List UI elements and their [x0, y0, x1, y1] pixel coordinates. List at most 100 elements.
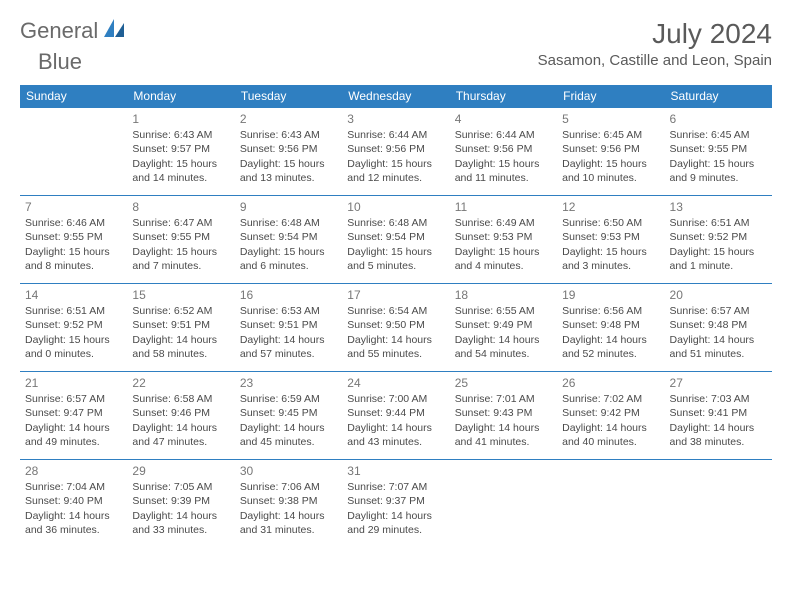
day-number: 12 [562, 199, 659, 215]
sunset-line: Sunset: 9:45 PM [240, 406, 337, 420]
calendar-cell: 26Sunrise: 7:02 AMSunset: 9:42 PMDayligh… [557, 372, 664, 460]
calendar-row: 14Sunrise: 6:51 AMSunset: 9:52 PMDayligh… [20, 284, 772, 372]
calendar-cell [20, 108, 127, 196]
sunrise-line: Sunrise: 6:51 AM [670, 216, 767, 230]
day-number: 11 [455, 199, 552, 215]
daylight-line: Daylight: 14 hours and 54 minutes. [455, 333, 552, 361]
daylight-line: Daylight: 15 hours and 13 minutes. [240, 157, 337, 185]
weekday-header: Sunday [20, 85, 127, 108]
sunrise-line: Sunrise: 6:59 AM [240, 392, 337, 406]
brand-word2: Blue [38, 49, 82, 75]
sunrise-line: Sunrise: 6:58 AM [132, 392, 229, 406]
calendar-cell: 11Sunrise: 6:49 AMSunset: 9:53 PMDayligh… [450, 196, 557, 284]
sunrise-line: Sunrise: 6:47 AM [132, 216, 229, 230]
calendar-cell: 13Sunrise: 6:51 AMSunset: 9:52 PMDayligh… [665, 196, 772, 284]
day-number: 28 [25, 463, 122, 479]
sunset-line: Sunset: 9:53 PM [562, 230, 659, 244]
daylight-line: Daylight: 14 hours and 45 minutes. [240, 421, 337, 449]
day-number: 24 [347, 375, 444, 391]
daylight-line: Daylight: 15 hours and 11 minutes. [455, 157, 552, 185]
calendar-table: SundayMondayTuesdayWednesdayThursdayFrid… [20, 85, 772, 548]
sunrise-line: Sunrise: 6:50 AM [562, 216, 659, 230]
calendar-cell: 30Sunrise: 7:06 AMSunset: 9:38 PMDayligh… [235, 460, 342, 548]
calendar-row: 28Sunrise: 7:04 AMSunset: 9:40 PMDayligh… [20, 460, 772, 548]
day-number: 29 [132, 463, 229, 479]
calendar-cell: 29Sunrise: 7:05 AMSunset: 9:39 PMDayligh… [127, 460, 234, 548]
sunset-line: Sunset: 9:52 PM [670, 230, 767, 244]
title-block: July 2024 Sasamon, Castille and Leon, Sp… [538, 18, 772, 69]
sunrise-line: Sunrise: 7:02 AM [562, 392, 659, 406]
calendar-cell [450, 460, 557, 548]
calendar-cell: 1Sunrise: 6:43 AMSunset: 9:57 PMDaylight… [127, 108, 234, 196]
daylight-line: Daylight: 15 hours and 6 minutes. [240, 245, 337, 273]
weekday-header: Tuesday [235, 85, 342, 108]
month-title: July 2024 [538, 18, 772, 50]
sunset-line: Sunset: 9:54 PM [347, 230, 444, 244]
sunset-line: Sunset: 9:47 PM [25, 406, 122, 420]
day-number: 25 [455, 375, 552, 391]
weekday-header: Wednesday [342, 85, 449, 108]
weekday-header: Friday [557, 85, 664, 108]
calendar-cell: 25Sunrise: 7:01 AMSunset: 9:43 PMDayligh… [450, 372, 557, 460]
sunrise-line: Sunrise: 7:07 AM [347, 480, 444, 494]
day-number: 23 [240, 375, 337, 391]
daylight-line: Daylight: 14 hours and 29 minutes. [347, 509, 444, 537]
sunset-line: Sunset: 9:55 PM [25, 230, 122, 244]
calendar-cell: 15Sunrise: 6:52 AMSunset: 9:51 PMDayligh… [127, 284, 234, 372]
sunset-line: Sunset: 9:38 PM [240, 494, 337, 508]
calendar-cell: 23Sunrise: 6:59 AMSunset: 9:45 PMDayligh… [235, 372, 342, 460]
calendar-cell: 31Sunrise: 7:07 AMSunset: 9:37 PMDayligh… [342, 460, 449, 548]
daylight-line: Daylight: 14 hours and 51 minutes. [670, 333, 767, 361]
daylight-line: Daylight: 14 hours and 38 minutes. [670, 421, 767, 449]
sunset-line: Sunset: 9:42 PM [562, 406, 659, 420]
brand-logo: General [20, 18, 128, 44]
sunset-line: Sunset: 9:56 PM [240, 142, 337, 156]
calendar-cell: 5Sunrise: 6:45 AMSunset: 9:56 PMDaylight… [557, 108, 664, 196]
day-number: 5 [562, 111, 659, 127]
day-number: 16 [240, 287, 337, 303]
calendar-cell: 21Sunrise: 6:57 AMSunset: 9:47 PMDayligh… [20, 372, 127, 460]
calendar-cell: 22Sunrise: 6:58 AMSunset: 9:46 PMDayligh… [127, 372, 234, 460]
calendar-row: 7Sunrise: 6:46 AMSunset: 9:55 PMDaylight… [20, 196, 772, 284]
daylight-line: Daylight: 14 hours and 36 minutes. [25, 509, 122, 537]
calendar-cell: 14Sunrise: 6:51 AMSunset: 9:52 PMDayligh… [20, 284, 127, 372]
day-number: 4 [455, 111, 552, 127]
sunrise-line: Sunrise: 6:53 AM [240, 304, 337, 318]
sunset-line: Sunset: 9:53 PM [455, 230, 552, 244]
daylight-line: Daylight: 14 hours and 33 minutes. [132, 509, 229, 537]
calendar-cell: 17Sunrise: 6:54 AMSunset: 9:50 PMDayligh… [342, 284, 449, 372]
sunrise-line: Sunrise: 6:56 AM [562, 304, 659, 318]
daylight-line: Daylight: 15 hours and 10 minutes. [562, 157, 659, 185]
calendar-cell: 27Sunrise: 7:03 AMSunset: 9:41 PMDayligh… [665, 372, 772, 460]
calendar-cell: 7Sunrise: 6:46 AMSunset: 9:55 PMDaylight… [20, 196, 127, 284]
daylight-line: Daylight: 14 hours and 41 minutes. [455, 421, 552, 449]
daylight-line: Daylight: 15 hours and 8 minutes. [25, 245, 122, 273]
sunset-line: Sunset: 9:44 PM [347, 406, 444, 420]
day-number: 20 [670, 287, 767, 303]
sunrise-line: Sunrise: 6:55 AM [455, 304, 552, 318]
sunset-line: Sunset: 9:43 PM [455, 406, 552, 420]
sunrise-line: Sunrise: 6:51 AM [25, 304, 122, 318]
day-number: 31 [347, 463, 444, 479]
day-number: 3 [347, 111, 444, 127]
sunset-line: Sunset: 9:41 PM [670, 406, 767, 420]
location-label: Sasamon, Castille and Leon, Spain [538, 52, 772, 69]
calendar-cell: 16Sunrise: 6:53 AMSunset: 9:51 PMDayligh… [235, 284, 342, 372]
daylight-line: Daylight: 14 hours and 57 minutes. [240, 333, 337, 361]
calendar-cell [557, 460, 664, 548]
brand-word1: General [20, 18, 98, 44]
daylight-line: Daylight: 15 hours and 14 minutes. [132, 157, 229, 185]
sunset-line: Sunset: 9:52 PM [25, 318, 122, 332]
calendar-cell: 10Sunrise: 6:48 AMSunset: 9:54 PMDayligh… [342, 196, 449, 284]
sunset-line: Sunset: 9:48 PM [562, 318, 659, 332]
sunrise-line: Sunrise: 7:01 AM [455, 392, 552, 406]
weekday-header-row: SundayMondayTuesdayWednesdayThursdayFrid… [20, 85, 772, 108]
calendar-cell: 6Sunrise: 6:45 AMSunset: 9:55 PMDaylight… [665, 108, 772, 196]
day-number: 17 [347, 287, 444, 303]
day-number: 30 [240, 463, 337, 479]
calendar-cell: 8Sunrise: 6:47 AMSunset: 9:55 PMDaylight… [127, 196, 234, 284]
sunset-line: Sunset: 9:51 PM [132, 318, 229, 332]
sunrise-line: Sunrise: 6:52 AM [132, 304, 229, 318]
calendar-cell: 2Sunrise: 6:43 AMSunset: 9:56 PMDaylight… [235, 108, 342, 196]
sunrise-line: Sunrise: 7:04 AM [25, 480, 122, 494]
